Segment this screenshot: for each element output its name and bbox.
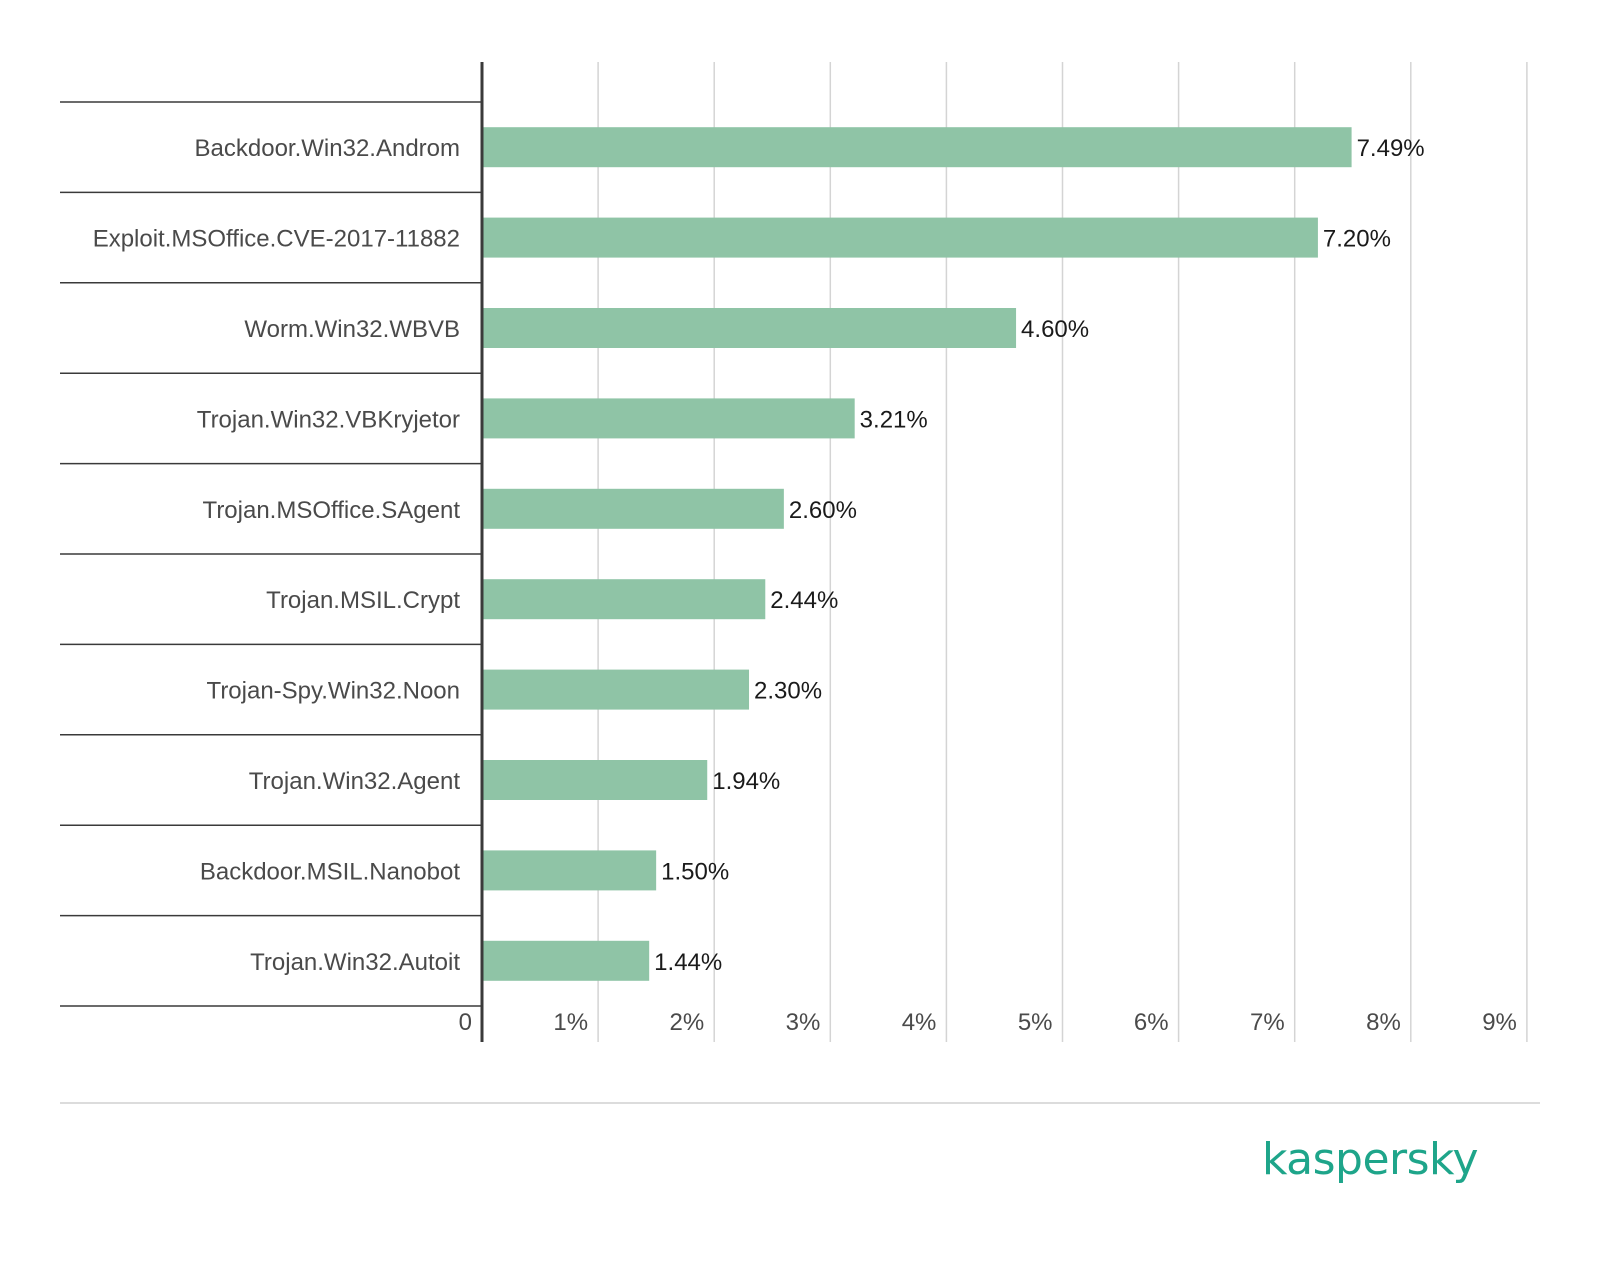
category-labels: Backdoor.Win32.Androm Exploit.MSOffice.CV…	[93, 135, 461, 976]
bar	[482, 398, 855, 439]
value-label: 1.94%	[712, 768, 780, 795]
bar	[482, 217, 1318, 258]
category-label: Trojan-Spy.Win32.Noon	[207, 678, 460, 705]
category-label: Trojan.Win32.Autoit	[250, 949, 460, 976]
x-tick-label: 5%	[1018, 1009, 1053, 1036]
bar	[482, 127, 1352, 168]
value-label: 1.50%	[661, 858, 729, 885]
x-tick-label: 0	[459, 1009, 472, 1036]
x-tick-label: 8%	[1366, 1009, 1401, 1036]
value-label: 4.60%	[1021, 316, 1089, 343]
category-label: Trojan.Win32.Agent	[249, 768, 461, 795]
x-tick-label: 6%	[1134, 1009, 1169, 1036]
bars	[482, 127, 1352, 981]
value-label: 2.44%	[770, 587, 838, 614]
x-tick-label: 2%	[670, 1009, 705, 1036]
x-tick-label: 7%	[1250, 1009, 1285, 1036]
kaspersky-logo: kaspersky	[1262, 1134, 1479, 1185]
value-label: 7.20%	[1323, 226, 1391, 253]
bar	[482, 669, 750, 710]
value-label: 3.21%	[860, 406, 928, 433]
value-label: 2.60%	[789, 497, 857, 524]
bar	[482, 760, 708, 800]
x-tick-label: 3%	[786, 1009, 821, 1036]
category-label: Worm.Win32.WBVB	[244, 316, 460, 343]
row-separators	[60, 101, 482, 1007]
category-label: Trojan.MSIL.Crypt	[266, 587, 460, 614]
x-tick-label: 9%	[1482, 1009, 1517, 1036]
kaspersky-logo-text: kaspersky	[1262, 1134, 1478, 1185]
x-axis-ticks: 0 1% 2% 3% 4% 5% 6% 7% 8% 9%	[459, 1009, 1517, 1036]
bar	[482, 850, 657, 891]
bar	[482, 940, 650, 981]
value-label: 7.49%	[1357, 135, 1425, 162]
value-label: 2.30%	[754, 678, 822, 705]
bar	[482, 308, 1017, 348]
x-tick-label: 1%	[553, 1009, 588, 1036]
category-label: Exploit.MSOffice.CVE-2017-11882	[93, 226, 460, 253]
category-label: Backdoor.Win32.Androm	[195, 135, 460, 162]
value-label: 1.44%	[654, 949, 722, 976]
category-label: Backdoor.MSIL.Nanobot	[200, 858, 460, 885]
value-labels: 7.49% 7.20% 4.60% 3.21% 2.60% 2.44% 2.30% 1.94%…	[654, 135, 1424, 976]
x-tick-label: 4%	[902, 1009, 937, 1036]
gridlines	[597, 62, 1528, 1042]
bar	[482, 579, 766, 620]
bar	[482, 488, 784, 529]
category-label: Trojan.Win32.VBKryjetor	[197, 406, 460, 433]
category-label: Trojan.MSOffice.SAgent	[203, 497, 461, 524]
